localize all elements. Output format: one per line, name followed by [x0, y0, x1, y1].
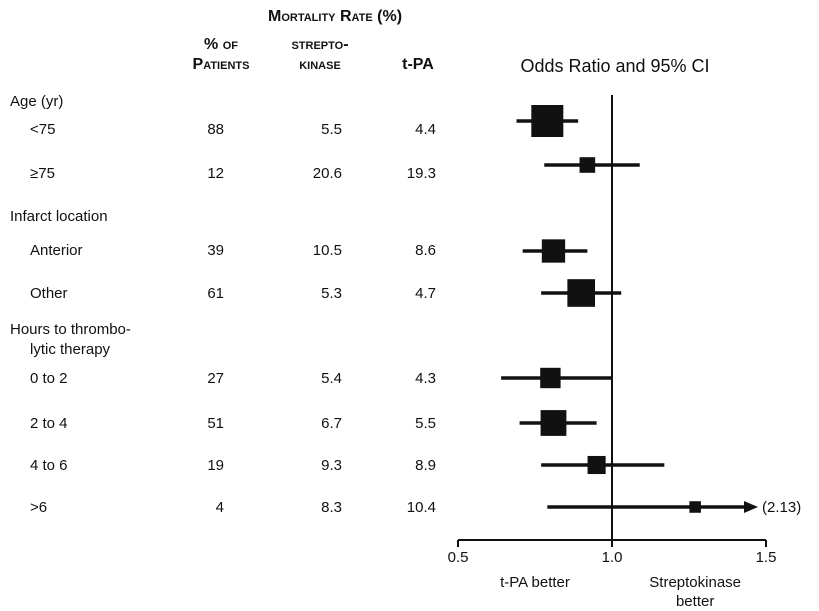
row-percent-patients: 61 — [207, 285, 224, 302]
x-tick-label: 0.5 — [448, 549, 469, 566]
row-streptokinase-rate: 9.3 — [321, 457, 342, 474]
row-streptokinase-rate: 20.6 — [312, 165, 342, 182]
row-tpa-rate: 10.4 — [406, 499, 436, 516]
x-tick-label: 1.0 — [602, 549, 623, 566]
point-estimate-square — [587, 455, 606, 475]
group-hours-label-line2: lytic therapy — [30, 341, 111, 358]
row-tpa-rate: 8.9 — [415, 457, 436, 474]
row-percent-patients: 27 — [207, 370, 224, 387]
row-percent-patients: 12 — [207, 165, 224, 182]
ci-arrow-head — [744, 501, 758, 513]
point-estimate-square — [579, 157, 596, 173]
row-label: ≥75 — [30, 165, 55, 182]
tpa-header: t-PA — [402, 56, 434, 73]
point-estimate-square — [567, 279, 596, 307]
mortality-rate-header: Mortality Rate (%) — [268, 8, 403, 25]
row-tpa-rate: 8.6 — [415, 242, 436, 259]
row-label: 2 to 4 — [30, 415, 68, 432]
row-percent-patients: 4 — [215, 499, 224, 516]
row-percent-patients: 39 — [207, 242, 224, 259]
row-streptokinase-rate: 10.5 — [312, 242, 342, 259]
row-tpa-rate: 4.3 — [415, 370, 436, 387]
row-streptokinase-rate: 5.4 — [321, 370, 342, 387]
pct-patients-header-line2: Patients — [192, 56, 250, 73]
point-estimate-square — [531, 105, 564, 137]
row-tpa-rate: 5.5 — [415, 415, 436, 432]
row-label: 0 to 2 — [30, 370, 68, 387]
row-percent-patients: 51 — [207, 415, 224, 432]
row-label: Other — [30, 285, 68, 302]
point-estimate-square — [689, 501, 701, 513]
row-streptokinase-rate: 8.3 — [321, 499, 342, 516]
row-tpa-rate: 4.4 — [415, 121, 436, 138]
row-label: 4 to 6 — [30, 457, 68, 474]
row-label: Anterior — [30, 242, 83, 259]
row-tpa-rate: 4.7 — [415, 285, 436, 302]
group-infarct-location-label: Infarct location — [10, 208, 108, 225]
row-tpa-rate: 19.3 — [406, 165, 436, 182]
pct-patients-header-line1: % of — [204, 36, 238, 53]
odds-ratio-title: Odds Ratio and 95% CI — [520, 56, 710, 76]
streptokinase-header-line1: strepto- — [291, 36, 349, 53]
streptokinase-better-label-line2: better — [676, 593, 714, 610]
row-label: >6 — [30, 499, 48, 516]
ci-clipped-value-label: (2.13) — [762, 499, 801, 516]
tpa-better-label: t-PA better — [500, 574, 570, 591]
group-age-label: Age (yr) — [10, 93, 64, 110]
row-streptokinase-rate: 5.5 — [321, 121, 342, 138]
row-percent-patients: 88 — [207, 121, 224, 138]
point-estimate-square — [540, 410, 567, 436]
streptokinase-header-line2: kinase — [299, 56, 341, 73]
row-percent-patients: 19 — [207, 457, 224, 474]
group-hours-label-line1: Hours to thrombo- — [10, 321, 131, 338]
x-tick-label: 1.5 — [756, 549, 777, 566]
streptokinase-better-label-line1: Streptokinase — [649, 574, 741, 591]
row-label: <75 — [30, 121, 56, 138]
point-estimate-square — [540, 367, 561, 389]
row-streptokinase-rate: 6.7 — [321, 415, 342, 432]
row-streptokinase-rate: 5.3 — [321, 285, 342, 302]
point-estimate-square — [541, 239, 566, 263]
